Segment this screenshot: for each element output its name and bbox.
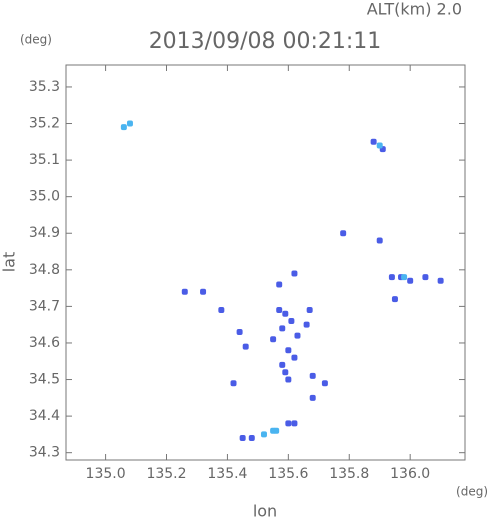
y-tick-label: 34.3 bbox=[29, 445, 60, 461]
echo bbox=[401, 274, 408, 281]
echo bbox=[437, 277, 444, 284]
echo bbox=[291, 420, 298, 427]
altitude-label: ALT(km) 2.0 bbox=[367, 0, 462, 19]
y-tick-label: 35.1 bbox=[29, 152, 60, 168]
x-tick-label: 135.0 bbox=[86, 466, 126, 482]
echo bbox=[276, 281, 283, 288]
echo bbox=[236, 328, 243, 335]
x-tick-label: 135.2 bbox=[146, 466, 186, 482]
echo bbox=[294, 332, 301, 339]
echo bbox=[309, 394, 316, 401]
echo bbox=[388, 274, 395, 281]
echo bbox=[391, 296, 398, 303]
x-tick-label: 136.0 bbox=[390, 466, 430, 482]
echo bbox=[282, 310, 289, 317]
y-tick-label: 34.6 bbox=[29, 335, 60, 351]
echo bbox=[181, 288, 188, 295]
plot-frame bbox=[65, 64, 466, 461]
echo bbox=[306, 307, 313, 314]
echo bbox=[285, 347, 292, 354]
echo bbox=[273, 427, 280, 434]
echo bbox=[239, 435, 246, 442]
x-unit: (deg) bbox=[456, 485, 488, 499]
x-axis-label: lon bbox=[253, 502, 277, 521]
echo bbox=[282, 369, 289, 376]
echo bbox=[291, 354, 298, 361]
echo bbox=[407, 277, 414, 284]
echo bbox=[285, 420, 292, 427]
y-tick-label: 35.0 bbox=[29, 189, 60, 205]
x-tick-label: 135.4 bbox=[207, 466, 247, 482]
chart-title: 2013/09/08 00:21:11 bbox=[149, 29, 382, 54]
echo bbox=[376, 142, 383, 149]
y-tick-label: 34.4 bbox=[29, 408, 60, 424]
echo bbox=[200, 288, 207, 295]
echo bbox=[288, 318, 295, 325]
echo bbox=[279, 361, 286, 368]
echo bbox=[248, 435, 255, 442]
y-unit: (deg) bbox=[20, 33, 52, 47]
y-tick-label: 34.7 bbox=[29, 298, 60, 314]
echo bbox=[126, 120, 133, 127]
echo bbox=[120, 124, 127, 131]
echo bbox=[285, 376, 292, 383]
y-tick-label: 34.5 bbox=[29, 372, 60, 388]
echo bbox=[321, 380, 328, 387]
y-tick-label: 35.3 bbox=[29, 79, 60, 95]
echo bbox=[270, 336, 277, 343]
echo bbox=[422, 274, 429, 281]
y-tick-label: 34.9 bbox=[29, 225, 60, 241]
echo bbox=[230, 380, 237, 387]
echo bbox=[279, 325, 286, 332]
echo bbox=[260, 431, 267, 438]
y-tick-label: 35.2 bbox=[29, 116, 60, 132]
echo bbox=[309, 372, 316, 379]
echo bbox=[218, 307, 225, 314]
echo bbox=[340, 230, 347, 237]
echo bbox=[303, 321, 310, 328]
x-tick-label: 135.8 bbox=[329, 466, 369, 482]
echo bbox=[291, 270, 298, 277]
echo bbox=[370, 138, 377, 145]
y-axis-label: lat bbox=[0, 252, 19, 273]
echo bbox=[276, 307, 283, 314]
y-tick-label: 34.8 bbox=[29, 262, 60, 278]
x-tick-label: 135.6 bbox=[268, 466, 308, 482]
echo bbox=[242, 343, 249, 350]
echo bbox=[376, 237, 383, 244]
